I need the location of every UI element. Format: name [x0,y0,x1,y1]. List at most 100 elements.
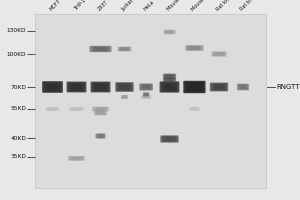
FancyBboxPatch shape [94,107,108,111]
FancyBboxPatch shape [94,111,107,115]
FancyBboxPatch shape [213,52,225,56]
Text: 35KD: 35KD [10,154,26,160]
Bar [189,151,193,152]
FancyBboxPatch shape [119,47,130,51]
FancyBboxPatch shape [140,84,152,90]
Text: 55KD: 55KD [10,106,26,112]
Bar [221,46,233,47]
Bar [107,99,119,100]
Bar [50,132,57,133]
Bar [64,161,67,162]
FancyBboxPatch shape [121,95,128,99]
FancyBboxPatch shape [95,133,106,139]
Bar [149,83,154,84]
Bar [175,185,177,186]
FancyBboxPatch shape [143,86,149,88]
Bar [237,58,246,59]
Bar [61,70,68,71]
Bar [192,174,203,175]
FancyBboxPatch shape [166,79,173,82]
Bar [177,169,179,170]
FancyBboxPatch shape [240,85,246,89]
FancyBboxPatch shape [98,135,103,137]
Bar [133,59,145,60]
Bar [223,148,226,149]
Bar [203,101,212,102]
Bar [214,90,220,91]
FancyBboxPatch shape [118,47,131,51]
Bar [190,54,194,55]
Bar [175,98,178,99]
Bar [156,14,158,15]
FancyBboxPatch shape [185,82,204,92]
Bar [234,40,239,41]
Bar [241,77,251,78]
FancyBboxPatch shape [46,107,59,111]
FancyBboxPatch shape [95,111,106,115]
FancyBboxPatch shape [123,96,126,98]
Bar [118,18,131,19]
Bar [121,78,128,79]
Bar [45,35,58,36]
FancyBboxPatch shape [44,82,61,92]
Bar [121,171,129,172]
Bar [242,77,247,78]
Bar [181,25,183,26]
FancyBboxPatch shape [210,83,228,91]
FancyBboxPatch shape [72,157,81,160]
Bar [211,163,222,164]
Bar [74,112,80,113]
Bar [185,43,188,44]
Bar [67,47,69,48]
FancyBboxPatch shape [162,136,177,142]
Bar [47,36,58,38]
FancyBboxPatch shape [163,136,176,142]
Bar [151,43,156,44]
FancyBboxPatch shape [92,82,109,92]
Bar [181,94,183,95]
Bar [115,25,126,26]
Bar [263,115,269,116]
FancyBboxPatch shape [98,112,103,114]
Bar [165,176,175,177]
Bar [197,26,201,27]
Bar [82,182,85,183]
FancyBboxPatch shape [143,93,149,96]
FancyBboxPatch shape [89,46,112,52]
Bar [263,113,268,114]
Bar [262,41,264,42]
Text: 293T: 293T [97,0,109,12]
FancyBboxPatch shape [144,93,148,96]
Bar [83,31,86,32]
FancyBboxPatch shape [160,81,179,93]
FancyBboxPatch shape [71,107,82,111]
FancyBboxPatch shape [167,31,172,33]
FancyBboxPatch shape [187,83,202,91]
Bar [179,172,191,174]
Text: 100KD: 100KD [7,51,26,56]
FancyBboxPatch shape [163,83,176,91]
Text: 40KD: 40KD [10,136,26,140]
Bar [161,67,170,68]
FancyBboxPatch shape [211,51,227,57]
Bar [177,123,184,124]
FancyBboxPatch shape [96,134,105,138]
FancyBboxPatch shape [93,47,108,51]
FancyBboxPatch shape [95,47,106,51]
Bar [196,135,208,136]
Bar [212,114,218,115]
FancyBboxPatch shape [98,134,103,138]
Bar [184,157,193,158]
FancyBboxPatch shape [98,108,103,110]
Bar [195,93,199,94]
FancyBboxPatch shape [42,81,63,93]
FancyBboxPatch shape [121,85,128,89]
Bar [113,44,116,45]
FancyBboxPatch shape [142,95,150,99]
FancyBboxPatch shape [189,107,200,111]
Bar [237,95,249,96]
FancyBboxPatch shape [48,107,57,111]
Bar [231,132,234,133]
Bar [169,117,176,118]
Bar [219,74,228,75]
